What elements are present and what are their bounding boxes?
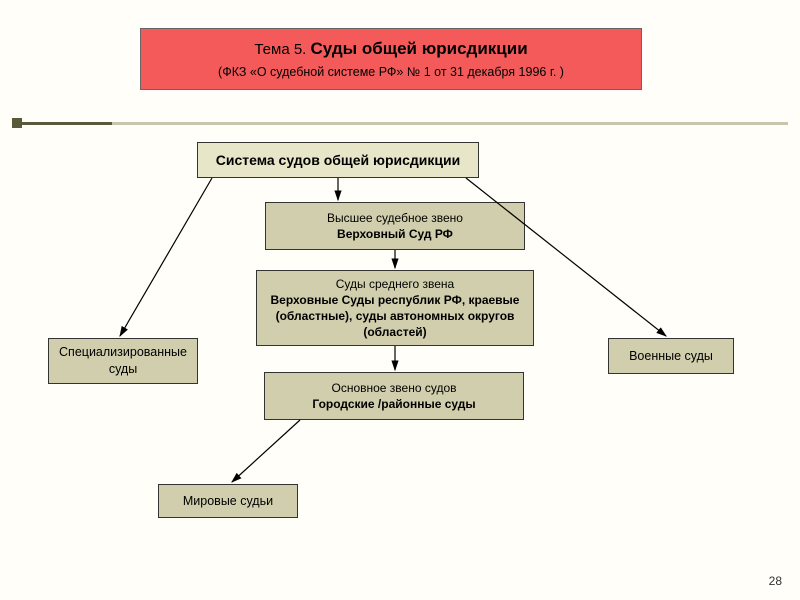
- title-main: Суды общей юрисдикции: [311, 39, 528, 58]
- node-magistrate-text: Мировые судьи: [165, 493, 291, 510]
- node-supreme-sub: Высшее судебное звено: [272, 210, 518, 226]
- title-sub: (ФКЗ «О судебной системе РФ» № 1 от 31 д…: [141, 65, 641, 79]
- node-basic-courts: Основное звено судов Городские /районные…: [264, 372, 524, 420]
- node-basic-sub: Основное звено судов: [271, 380, 517, 396]
- divider: [12, 118, 788, 128]
- node-system-header: Система судов общей юрисдикции: [197, 142, 479, 178]
- node-middle-bold: Верховные Суды республик РФ, краевые (об…: [263, 292, 527, 341]
- node-military-text: Военные суды: [615, 348, 727, 365]
- node-basic-bold: Городские /районные суды: [271, 396, 517, 412]
- node-middle-courts: Суды среднего звена Верховные Суды респу…: [256, 270, 534, 346]
- divider-dark: [22, 122, 112, 125]
- title-line1: Тема 5. Суды общей юрисдикции: [141, 39, 641, 59]
- node-supreme-court: Высшее судебное звено Верховный Суд РФ: [265, 202, 525, 250]
- node-specialized-courts: Специализированные суды: [48, 338, 198, 384]
- node-middle-sub: Суды среднего звена: [263, 276, 527, 292]
- divider-square: [12, 118, 22, 128]
- node-magistrate-judges: Мировые судьи: [158, 484, 298, 518]
- node-header-text: Система судов общей юрисдикции: [204, 151, 472, 170]
- node-specialized-text: Специализированные суды: [55, 344, 191, 378]
- title-box: Тема 5. Суды общей юрисдикции (ФКЗ «О су…: [140, 28, 642, 90]
- node-military-courts: Военные суды: [608, 338, 734, 374]
- title-prefix: Тема 5.: [254, 41, 310, 58]
- divider-light: [112, 122, 788, 125]
- page-number: 28: [769, 574, 782, 588]
- node-supreme-bold: Верховный Суд РФ: [272, 226, 518, 242]
